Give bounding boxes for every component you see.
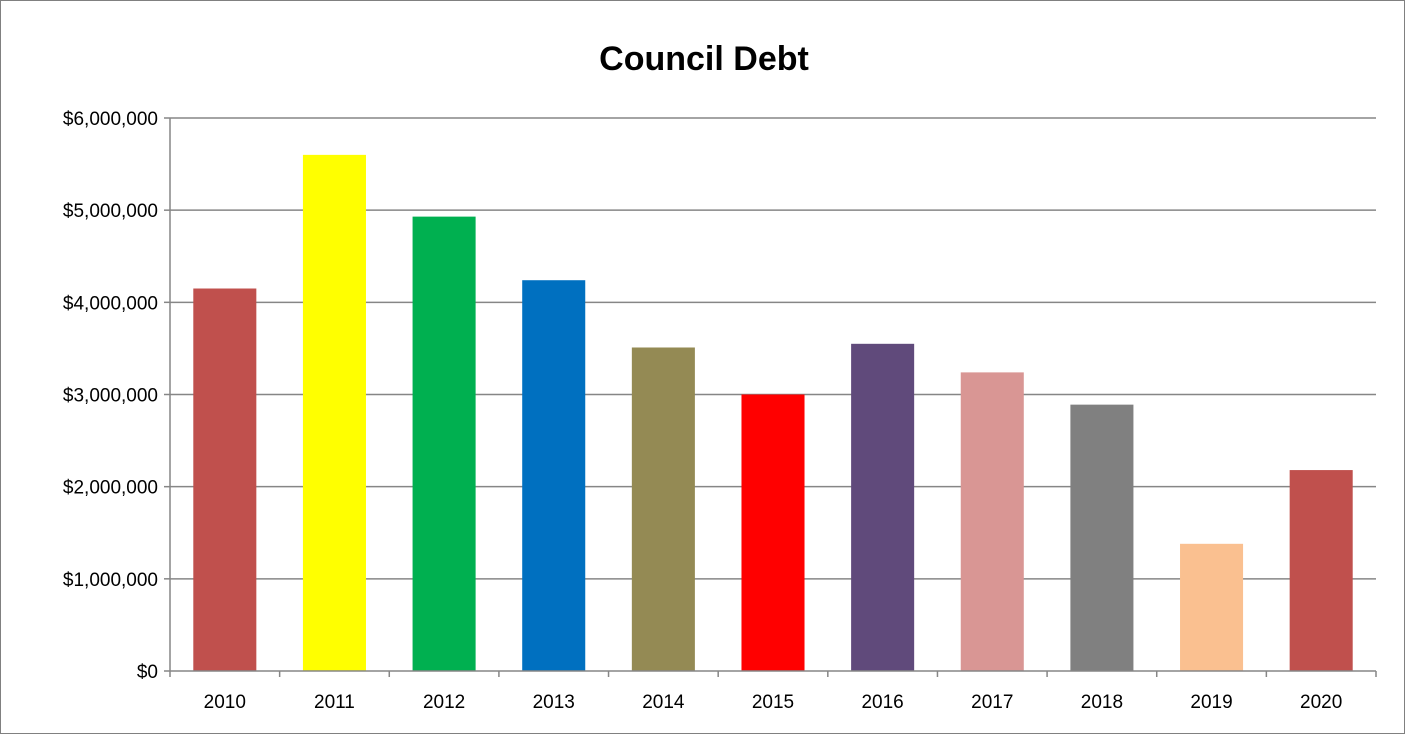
x-tick-label: 2014 (642, 692, 685, 713)
bars (193, 154, 1353, 671)
bar-2012 (412, 216, 476, 671)
chart-title: Council Debt (599, 40, 809, 78)
y-tick-label: $1,000,000 (63, 570, 158, 591)
x-tick-label: 2017 (971, 692, 1013, 713)
y-tick-label: $3,000,000 (63, 386, 158, 407)
bar-2014 (631, 347, 695, 671)
y-tick-label: $2,000,000 (63, 478, 158, 499)
bar-2020 (1289, 470, 1353, 671)
bar-2016 (851, 343, 915, 671)
x-tick-label: 2010 (204, 692, 246, 713)
bar-2017 (960, 372, 1024, 671)
bar-2011 (302, 154, 366, 671)
bar-2015 (741, 394, 805, 671)
x-tick-label: 2012 (423, 692, 465, 713)
y-tick-label: $5,000,000 (63, 201, 158, 222)
x-tick-label: 2011 (314, 692, 355, 713)
axes (169, 118, 1376, 672)
bar-2013 (522, 280, 586, 671)
bar-2010 (193, 288, 257, 671)
x-tick-label: 2019 (1190, 692, 1232, 713)
y-tick-label: $4,000,000 (63, 293, 158, 314)
x-tick-label: 2013 (533, 692, 575, 713)
y-tick-label: $6,000,000 (63, 109, 158, 130)
x-axis-tick-labels: 2010 2011 2012 2013 2014 2015 2016 2017 2018 2019… (204, 692, 1343, 713)
x-tick-label: 2020 (1300, 692, 1342, 713)
x-tick-label: 2018 (1081, 692, 1123, 713)
y-axis-tick-labels: $0 $1,000,000 $2,000,000 $3,000,000 $4,000,0… (63, 109, 158, 683)
x-tick-label: 2015 (752, 692, 794, 713)
x-tick-label: 2016 (861, 692, 903, 713)
bar-2018 (1070, 404, 1134, 671)
y-tick-label: $0 (137, 662, 158, 683)
bar-2019 (1180, 543, 1244, 671)
